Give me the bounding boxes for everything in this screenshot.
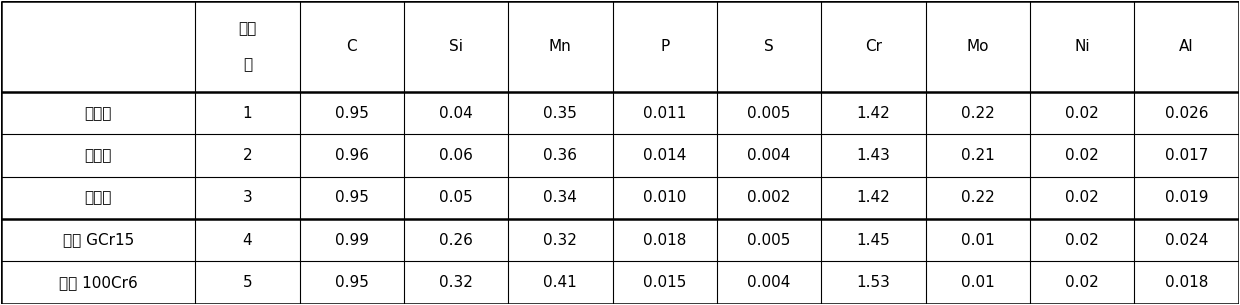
Text: 0.05: 0.05: [439, 190, 472, 205]
Text: 0.002: 0.002: [748, 190, 791, 205]
Text: 0.32: 0.32: [439, 275, 472, 290]
Text: 0.014: 0.014: [644, 148, 687, 163]
Text: 0.018: 0.018: [1164, 275, 1208, 290]
Text: 0.011: 0.011: [644, 106, 687, 121]
Text: S: S: [764, 39, 774, 54]
Text: 1.45: 1.45: [857, 233, 890, 248]
Text: 0.41: 0.41: [543, 275, 578, 290]
Text: 0.004: 0.004: [748, 148, 791, 163]
Text: 1: 1: [243, 106, 252, 121]
Text: Ni: Ni: [1074, 39, 1090, 54]
Text: 0.010: 0.010: [644, 190, 687, 205]
Text: 0.026: 0.026: [1164, 106, 1208, 121]
Text: 0.02: 0.02: [1065, 233, 1099, 248]
Text: 本发明: 本发明: [84, 106, 112, 121]
Text: 0.02: 0.02: [1065, 148, 1099, 163]
Text: 本发明: 本发明: [84, 148, 112, 163]
Text: P: P: [660, 39, 670, 54]
Text: 0.96: 0.96: [335, 148, 368, 163]
Text: 0.95: 0.95: [335, 190, 368, 205]
Text: 0.04: 0.04: [439, 106, 472, 121]
Text: 0.22: 0.22: [961, 190, 994, 205]
Text: 0.01: 0.01: [961, 233, 994, 248]
Text: 0.21: 0.21: [961, 148, 994, 163]
Text: 0.019: 0.019: [1164, 190, 1208, 205]
Text: Al: Al: [1179, 39, 1194, 54]
Text: 0.95: 0.95: [335, 275, 368, 290]
Text: 0.34: 0.34: [543, 190, 578, 205]
Text: 0.95: 0.95: [335, 106, 368, 121]
Text: 0.018: 0.018: [644, 233, 687, 248]
Text: 5: 5: [243, 275, 252, 290]
Text: 实施: 实施: [238, 21, 257, 36]
Text: 0.004: 0.004: [748, 275, 791, 290]
Text: 1.42: 1.42: [857, 190, 890, 205]
Text: C: C: [346, 39, 357, 54]
Text: 0.02: 0.02: [1065, 190, 1099, 205]
Text: Si: Si: [449, 39, 463, 54]
Text: 0.017: 0.017: [1164, 148, 1208, 163]
Text: Mn: Mn: [549, 39, 572, 54]
Text: 0.35: 0.35: [543, 106, 578, 121]
Text: 0.02: 0.02: [1065, 106, 1099, 121]
Text: 1.53: 1.53: [857, 275, 890, 290]
Text: Cr: Cr: [866, 39, 882, 54]
Text: 0.02: 0.02: [1065, 275, 1099, 290]
Text: 0.22: 0.22: [961, 106, 994, 121]
Text: 国内 GCr15: 国内 GCr15: [63, 233, 134, 248]
Text: 0.01: 0.01: [961, 275, 994, 290]
Text: 1.42: 1.42: [857, 106, 890, 121]
Text: 0.36: 0.36: [543, 148, 578, 163]
Text: 0.99: 0.99: [335, 233, 368, 248]
Text: 0.005: 0.005: [748, 233, 791, 248]
Text: 4: 4: [243, 233, 252, 248]
Text: 1.43: 1.43: [857, 148, 890, 163]
Text: 0.06: 0.06: [439, 148, 472, 163]
Text: 0.26: 0.26: [439, 233, 472, 248]
Text: 国外 100Cr6: 国外 100Cr6: [60, 275, 138, 290]
Text: 0.005: 0.005: [748, 106, 791, 121]
Text: 0.32: 0.32: [543, 233, 578, 248]
Text: 3: 3: [243, 190, 252, 205]
Text: 0.024: 0.024: [1164, 233, 1208, 248]
Text: 本发明: 本发明: [84, 190, 112, 205]
Text: 2: 2: [243, 148, 252, 163]
Text: Mo: Mo: [966, 39, 990, 54]
Text: 例: 例: [243, 57, 252, 72]
Text: 0.015: 0.015: [644, 275, 687, 290]
